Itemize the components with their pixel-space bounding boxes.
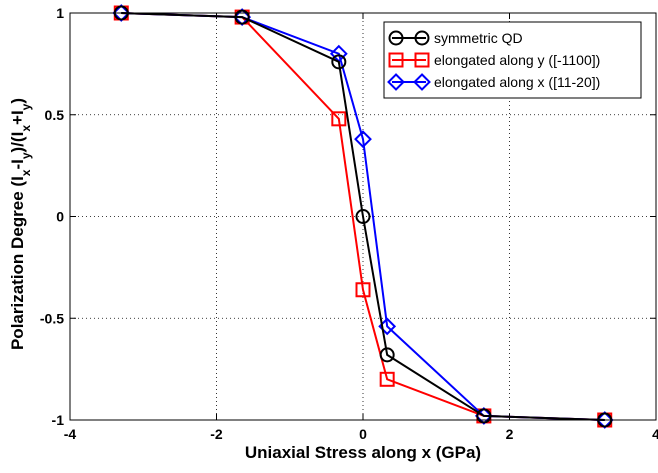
x-tick-label: 0 — [359, 426, 367, 442]
y-axis-label-part: +I — [8, 110, 27, 125]
legend-label: symmetric QD — [434, 30, 523, 46]
y-axis-label-part: )/(I — [8, 132, 27, 153]
data-point-diamond — [354, 130, 372, 149]
y-tick-label: -1 — [52, 412, 65, 428]
data-point-circle — [331, 54, 347, 70]
y-axis-label-subscript: x — [19, 169, 33, 176]
x-tick-label: 2 — [506, 426, 514, 442]
y-axis-label-subscript: y — [19, 152, 33, 159]
legend-marker-diamond — [413, 73, 431, 91]
y-axis-label-subscript: y — [19, 103, 33, 110]
data-point-circle — [355, 209, 371, 224]
legend-label: elongated along x ([11-20]) — [434, 74, 600, 90]
y-axis-label-part: Polarization Degree (I — [8, 176, 27, 350]
x-tick-label: 4 — [652, 426, 658, 442]
data-point-square — [331, 111, 347, 127]
y-tick-label: 1 — [56, 5, 64, 21]
x-tick-label: -2 — [210, 426, 223, 442]
series-layer — [112, 4, 614, 429]
y-tick-label: 0.5 — [45, 107, 65, 123]
data-point-square — [355, 282, 371, 298]
legend-marker-circle — [388, 30, 404, 46]
legend-marker-square — [414, 52, 430, 68]
data-point-circle — [476, 408, 492, 424]
y-tick-label: 0 — [56, 209, 64, 225]
x-axis-label: Uniaxial Stress along x (GPa) — [245, 443, 481, 462]
series-line-circle — [121, 12, 605, 421]
legend-marker-circle — [414, 30, 430, 46]
y-axis-label-part: -I — [8, 159, 27, 169]
legend-marker-diamond — [387, 73, 405, 91]
x-tick-label: -4 — [64, 426, 77, 442]
data-point-square — [379, 371, 395, 387]
grid-layer — [70, 13, 656, 420]
legend-label: elongated along y ([-1100]) — [434, 52, 600, 68]
legend-marker-square — [388, 52, 404, 68]
y-axis-label: Polarization Degree (Ix-Iy)/(Ix+Iy) — [8, 98, 33, 350]
y-axis-label-part: ) — [8, 98, 27, 104]
y-tick-label: -0.5 — [40, 310, 64, 326]
y-axis-label-subscript: x — [19, 125, 33, 132]
legend: symmetric QD elongated along y ([-1100]) e… — [383, 21, 642, 99]
tick-layer: -4 -2 0 2 4 -1 -0.5 0 0.5 1 — [40, 5, 658, 442]
data-point-circle — [234, 9, 250, 25]
data-point-circle — [379, 347, 395, 363]
